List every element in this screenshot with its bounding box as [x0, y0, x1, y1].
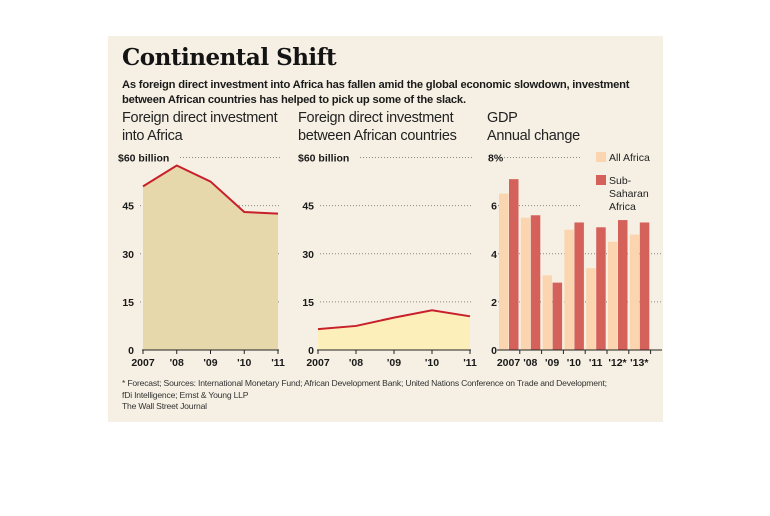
chart2-title-line2: between African countries — [298, 128, 457, 144]
chart2-x-label: '08 — [349, 357, 363, 369]
chart3-x-label: '13* — [630, 357, 649, 369]
legend-label-sub-saharan: Sub- — [609, 175, 632, 187]
chart2-y-label: 0 — [308, 345, 314, 357]
chart3-bar-all-africa — [499, 193, 509, 350]
chart3-bar-all-africa — [629, 234, 640, 350]
page-subtitle: As foreign direct investment into Africa… — [122, 79, 630, 106]
chart3-bar-sub-saharan — [618, 220, 628, 350]
chart3-x-label: '12* — [608, 357, 627, 369]
chart1-unit-label: $60 billion — [118, 153, 169, 165]
chart3-y-label: 4 — [491, 249, 497, 261]
chart2-area — [318, 310, 470, 350]
chart1-x-label: '10 — [237, 357, 251, 369]
chart3-y-label: 0 — [491, 345, 497, 357]
chart3-y-label: 2 — [491, 297, 497, 309]
chart1-x-label: '09 — [203, 357, 217, 369]
chart2-line — [317, 309, 471, 331]
chart3-bar-sub-saharan — [639, 222, 650, 350]
chart3-title: GDP Annual change — [487, 109, 580, 145]
credit-line: The Wall Street Journal — [122, 401, 207, 411]
chart1-x-label: '08 — [170, 357, 184, 369]
chart2-x-label: '11 — [463, 357, 477, 369]
legend-label-sub-saharan: Africa — [609, 201, 636, 213]
chart2-x-label: '10 — [425, 357, 439, 369]
chart3-title-line2: Annual change — [487, 128, 580, 144]
chart3-bar-all-africa — [564, 229, 574, 350]
chart3-bar-sub-saharan — [530, 215, 541, 350]
chart3-x-label: '11 — [589, 357, 603, 369]
chart3-bar-sub-saharan — [509, 179, 519, 350]
legend-swatch-all-africa — [596, 152, 606, 162]
chart1-title-line1: Foreign direct investment — [122, 110, 278, 126]
chart3-bar-all-africa — [608, 241, 618, 350]
chart3-x-label: '10 — [567, 357, 581, 369]
chart2-y-label: 45 — [302, 201, 314, 213]
chart2-x-label: '09 — [387, 357, 401, 369]
chart1-area — [143, 165, 278, 350]
chart3-bar-all-africa — [542, 275, 553, 350]
chart3-bar-all-africa — [520, 217, 531, 350]
chart1-y-label: 30 — [122, 249, 134, 261]
chart2-unit-label: $60 billion — [298, 153, 349, 165]
chart1-title: Foreign direct investment into Africa — [122, 109, 278, 145]
legend-label-sub-saharan: Saharan — [609, 188, 649, 200]
chart2-title: Foreign direct investment between Africa… — [298, 109, 457, 145]
sources-line1: * Forecast; Sources: International Monet… — [122, 378, 607, 388]
chart3-bar-all-africa — [586, 268, 596, 350]
chart3-unit-label: 8% — [488, 153, 504, 165]
chart3-x-label: '09 — [545, 357, 559, 369]
chart3-bar-sub-saharan — [552, 282, 563, 350]
chart3-bar-sub-saharan — [596, 227, 606, 350]
legend-swatch-sub-saharan — [596, 175, 606, 185]
footnote: * Forecast; Sources: International Monet… — [122, 378, 607, 413]
chart3-bar-sub-saharan — [574, 222, 584, 350]
chart3-x-label: '08 — [523, 357, 537, 369]
chart1-line — [142, 164, 279, 215]
page-title: Continental Shift — [122, 44, 337, 71]
legend-label-all-africa: All Africa — [609, 152, 650, 164]
chart3-title-line1: GDP — [487, 110, 518, 126]
sources-line2: fDi Intelligence; Ernst & Young LLP — [122, 389, 249, 400]
chart1-y-label: 45 — [122, 201, 134, 213]
chart3-y-label: 6 — [491, 201, 497, 213]
chart1-y-label: 15 — [122, 297, 134, 309]
chart2-y-label: 30 — [302, 249, 314, 261]
chart2-y-label: 15 — [302, 297, 314, 309]
chart1-title-line2: into Africa — [122, 128, 183, 144]
chart3-x-label: 2007 — [497, 357, 521, 369]
chart1-x-label: '11 — [271, 357, 285, 369]
chart2-title-line1: Foreign direct investment — [298, 110, 454, 126]
chart1-y-label: 0 — [128, 345, 134, 357]
chart2-x-label: 2007 — [306, 357, 330, 369]
chart1-x-label: 2007 — [131, 357, 155, 369]
